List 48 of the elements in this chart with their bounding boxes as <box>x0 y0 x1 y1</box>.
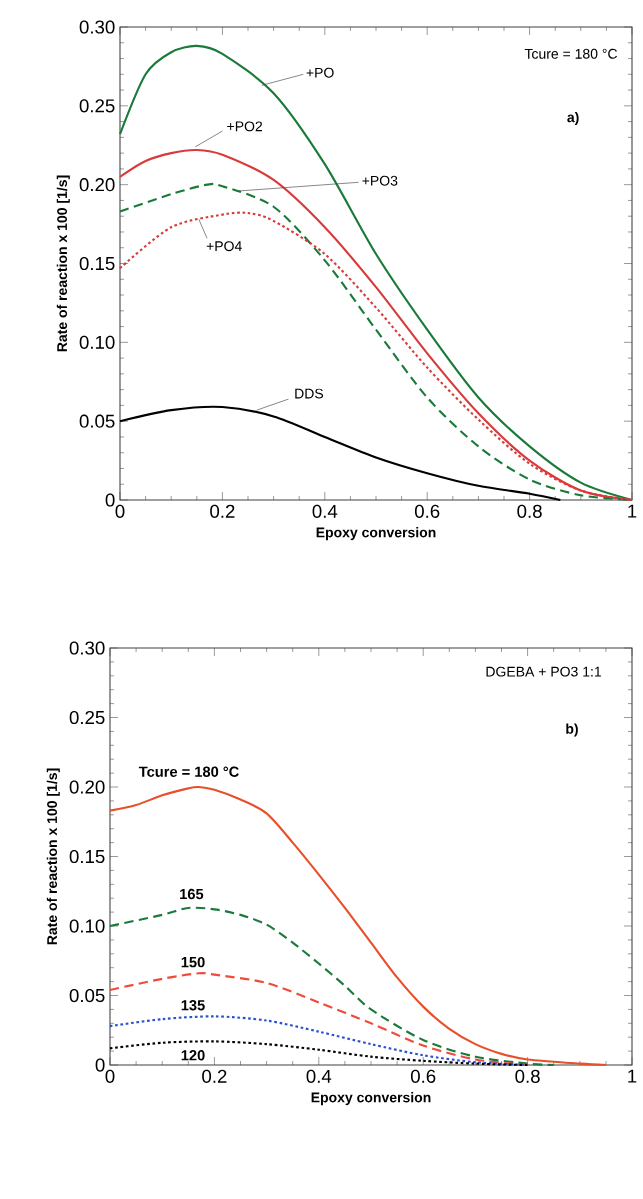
annotation: Tcure = 180 °C <box>524 48 618 59</box>
x-tick-label: 1 <box>628 1069 637 1083</box>
x-tick-label: 1 <box>628 504 637 518</box>
y-tick-label: 0.20 <box>79 178 115 192</box>
y-tick-label: 0.25 <box>69 710 105 725</box>
line-series <box>108 1040 529 1067</box>
x-tick-label: 0.2 <box>202 1069 227 1083</box>
y-tick-label: 0.20 <box>69 780 105 794</box>
x-tick-label: 0.4 <box>306 1069 332 1083</box>
y-tick-label: 0.30 <box>69 641 105 655</box>
line-series <box>118 405 562 502</box>
annotation: b) <box>566 723 578 737</box>
y-tick-label: 0.05 <box>69 988 105 1003</box>
x-tick-label: 0.6 <box>410 1069 436 1083</box>
y-tick-label: 0.05 <box>79 414 115 428</box>
x-axis-title: Epoxy conversion <box>311 1092 431 1106</box>
y-tick-label: 0.10 <box>69 919 105 933</box>
line-series <box>108 1015 529 1067</box>
x-tick-label: 0.6 <box>414 504 440 518</box>
series-label: 135 <box>181 1000 205 1011</box>
y-tick-label: 0.10 <box>79 335 115 349</box>
text: +PO <box>306 67 334 78</box>
x-tick-label: 0.4 <box>312 504 338 518</box>
x-tick-label: 0.8 <box>517 504 542 518</box>
y-tick-label: 0.15 <box>69 849 105 864</box>
y-tick-label: 0.25 <box>79 99 115 113</box>
x-tick-label: 0.8 <box>515 1069 540 1083</box>
series-label: 150 <box>181 956 205 968</box>
series-label: +PO4 <box>206 241 242 252</box>
series-label: DDS <box>295 388 324 399</box>
y-tick-label: 0.15 <box>79 256 115 271</box>
line-series <box>108 785 607 1067</box>
x-axis-title: Epoxy conversion <box>316 527 436 541</box>
y-tick-label: 0 <box>95 1058 105 1072</box>
y-tick-label: 0.30 <box>79 20 115 34</box>
series-label: Tcure = 180 °C <box>138 766 239 777</box>
series-label: 120 <box>181 1050 205 1061</box>
series-label: +PO2 <box>227 121 263 132</box>
series-label: 165 <box>180 888 204 900</box>
annotation: a) <box>567 111 579 125</box>
line-series <box>108 906 555 1067</box>
y-tick-label: 0 <box>105 493 115 507</box>
x-tick-label: 0.2 <box>210 504 235 518</box>
annotation: DGEBA + PO3 1:1 <box>486 666 601 677</box>
y-axis-title: Rate of reaction x 100 [1/s] <box>46 768 60 945</box>
y-axis-title: Rate of reaction x 100 [1/s] <box>56 175 70 352</box>
text: +PO3 <box>362 175 398 186</box>
x-tick-label: 0 <box>115 504 125 518</box>
